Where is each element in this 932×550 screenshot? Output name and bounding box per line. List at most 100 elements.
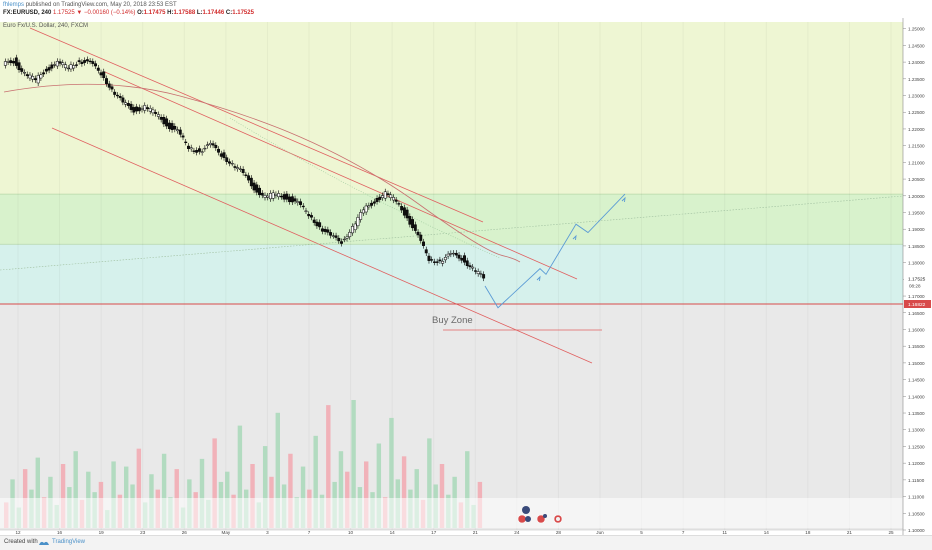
moving-average-2 xyxy=(229,117,501,259)
candle-body xyxy=(151,109,155,114)
candle-body xyxy=(156,114,160,117)
chart-legend[interactable]: Euro Fx/U.S. Dollar, 240, FXCM xyxy=(3,23,89,29)
candle-body xyxy=(69,64,73,70)
price-tick-label: 1.24500 xyxy=(908,43,925,48)
down-arrow-icon: ▼ xyxy=(76,10,83,16)
candle-body xyxy=(6,61,10,63)
candle-body xyxy=(167,122,171,129)
candle-body xyxy=(446,253,450,257)
candle-body xyxy=(148,107,152,112)
price-tick-label: 1.15500 xyxy=(908,344,925,349)
tradingview-brand[interactable]: TradingView xyxy=(52,539,86,545)
candle-body xyxy=(419,234,423,241)
candle-body xyxy=(66,67,70,70)
volume-bar xyxy=(364,461,369,528)
candle-body xyxy=(427,255,431,261)
price-tick-label: 1.23500 xyxy=(908,77,925,82)
candle-body xyxy=(258,187,261,196)
candle-body xyxy=(241,169,245,173)
grid-layer xyxy=(17,22,892,530)
candle-body xyxy=(389,194,393,198)
candle-body xyxy=(463,255,466,263)
candle-body xyxy=(285,193,289,200)
candle-body xyxy=(249,177,253,187)
candle-body xyxy=(386,193,390,196)
candle-body xyxy=(476,271,480,274)
event-icon-group-1[interactable] xyxy=(517,506,531,524)
symbol-label[interactable]: FX:EURUSD, 240 xyxy=(3,10,52,16)
candle-body xyxy=(402,207,406,216)
candle-body xyxy=(91,61,95,64)
event-icon-group-3[interactable] xyxy=(553,514,563,524)
price-tick-label: 1.21000 xyxy=(908,160,925,165)
candle-body xyxy=(42,72,46,75)
tradingview-logo-icon[interactable] xyxy=(38,539,50,549)
candle-body xyxy=(165,118,169,127)
candle-body xyxy=(20,68,24,72)
candle-body xyxy=(195,150,199,153)
created-with-label: Created with xyxy=(4,539,38,545)
ohlc-line: FX:EURUSD, 240 1.17525 ▼ −0.00160 (−0.14… xyxy=(3,9,254,17)
publish-info: published on TradingView.com, May 20, 20… xyxy=(25,2,177,8)
candle-body xyxy=(435,261,439,263)
candle-body xyxy=(331,235,335,237)
time-tick-label: 14 xyxy=(390,530,396,535)
projection-arrowhead xyxy=(621,196,626,203)
low-label: L: xyxy=(196,10,203,16)
candle-body xyxy=(367,205,371,208)
candle-body xyxy=(12,61,16,64)
time-tick-label: 21 xyxy=(847,530,853,535)
candle-body xyxy=(307,214,311,217)
time-tick-label: 23 xyxy=(140,530,146,535)
publish-line: fhlemps published on TradingView.com, Ma… xyxy=(3,1,177,9)
price-tick-label: 1.25000 xyxy=(908,27,925,32)
candle-body xyxy=(468,265,472,268)
volume-fade xyxy=(0,498,903,528)
candle-body xyxy=(323,228,327,232)
candle-body xyxy=(96,67,100,71)
candle-body xyxy=(277,193,281,198)
candle-body xyxy=(315,221,319,227)
volume-bar xyxy=(250,464,255,528)
candle-body xyxy=(416,231,420,236)
price-tick-label: 1.22500 xyxy=(908,110,925,115)
volume-bar xyxy=(288,453,293,528)
close-label: C: xyxy=(225,10,233,16)
candle-body xyxy=(211,143,215,146)
candle-body xyxy=(359,212,363,220)
candle-body xyxy=(288,196,292,203)
candle-body xyxy=(372,201,376,204)
candle-body xyxy=(299,201,302,205)
price-tick-label: 1.23000 xyxy=(908,94,925,99)
time-tick-label: 26 xyxy=(182,530,188,535)
price-tick-label: 1.20500 xyxy=(908,177,925,182)
candle-body xyxy=(351,226,354,234)
candle-body xyxy=(208,142,212,145)
volume-bar xyxy=(313,435,318,528)
author-name[interactable]: fhlemps xyxy=(3,2,25,8)
candle-body xyxy=(230,162,234,165)
volume-bar xyxy=(351,400,356,528)
price-tick-label: 1.20000 xyxy=(908,194,925,199)
event-icons[interactable] xyxy=(517,506,563,524)
price-axis-bg xyxy=(903,0,932,536)
candle-body xyxy=(219,153,223,157)
candle-body xyxy=(44,68,48,72)
event-icon-group-2[interactable] xyxy=(536,514,547,524)
candle-body xyxy=(238,168,242,170)
candle-body xyxy=(187,145,190,149)
candle-body xyxy=(58,61,62,64)
time-axis[interactable]: 12 16 19 23 26 May 3 7 10 14 17 21 24 28 Jun 5 7 11 14 18 21… xyxy=(0,529,903,535)
candle-body xyxy=(244,174,248,176)
candle-body xyxy=(381,195,384,199)
candle-body xyxy=(126,103,130,106)
candle-body xyxy=(146,107,149,109)
candle-body xyxy=(203,147,207,150)
axis-gap xyxy=(0,532,932,536)
candle-body xyxy=(110,86,114,90)
candle-body xyxy=(36,75,40,84)
candle-body xyxy=(53,64,57,66)
price-axis[interactable]: 1.25000 1.24500 1.24000 1.23500 1.23000 1.225… xyxy=(902,0,932,536)
